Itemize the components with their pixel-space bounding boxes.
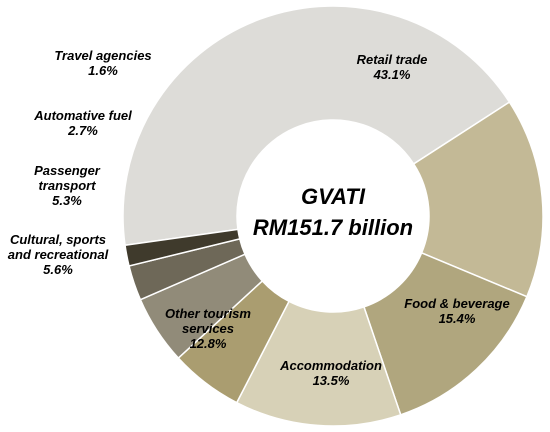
slice-food-beverage xyxy=(412,101,544,298)
center-title: GVATI xyxy=(301,184,366,209)
slice-accommodation xyxy=(362,251,528,416)
slice-travel-agencies xyxy=(124,228,241,267)
slice-label-travel-agencies: Travel agencies 1.6% xyxy=(54,48,151,78)
center-subtitle: RM151.7 billion xyxy=(253,215,413,240)
slice-label-passenger-transport: Passenger transport 5.3% xyxy=(34,163,101,208)
slice-label-retail-trade: Retail trade 43.1% xyxy=(357,52,428,82)
slice-retail-trade xyxy=(122,5,511,247)
slice-label-other-tourism-services: Other tourism services 12.8% xyxy=(165,306,251,351)
slice-labels: Retail trade 43.1% Food & beverage 15.4% Acc… xyxy=(8,48,510,388)
slice-label-cultural-sports-and-recreational: Cultural, sports and recreational 5.6% xyxy=(8,232,109,277)
slice-label-automative-fuel: Automative fuel 2.7% xyxy=(33,108,132,138)
donut-slices xyxy=(122,5,544,427)
slice-label-accommodation: Accommodation 13.5% xyxy=(279,358,382,388)
slice-label-food-beverage: Food & beverage 15.4% xyxy=(404,296,509,326)
